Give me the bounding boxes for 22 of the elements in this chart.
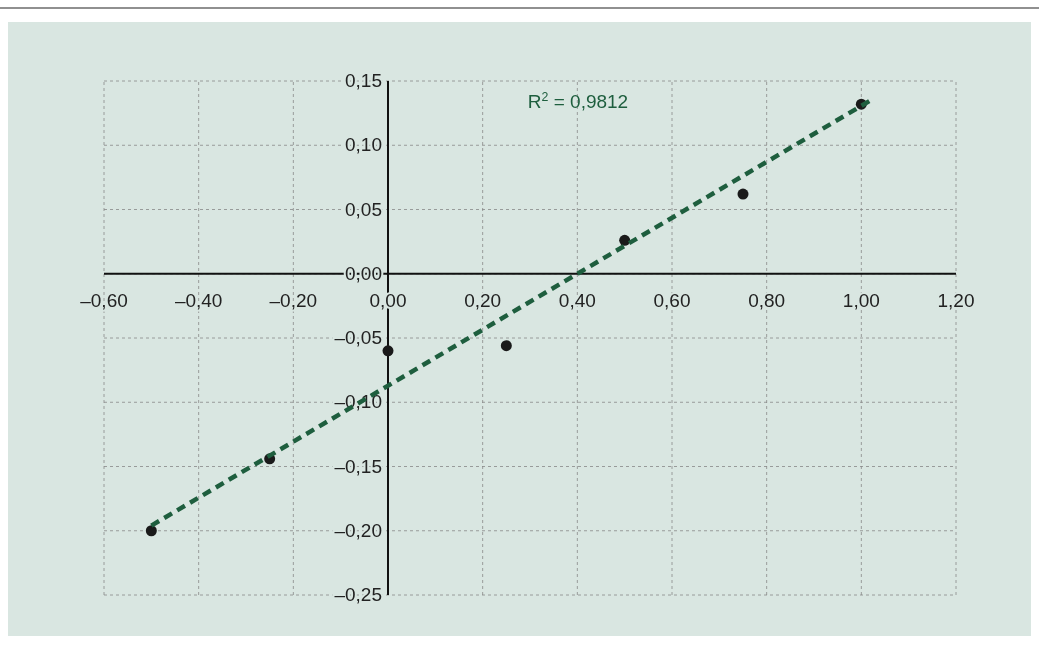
y-tick-label: –0,05 bbox=[334, 327, 382, 348]
x-tick-label: –0,60 bbox=[80, 289, 128, 311]
point bbox=[145, 525, 157, 537]
annotation: R$^{2}$ = 0,9812 bbox=[527, 90, 629, 112]
x-tick-label: 1,20 bbox=[937, 289, 975, 311]
point bbox=[500, 340, 512, 352]
x-tick-label: 0,60 bbox=[653, 289, 691, 311]
point bbox=[737, 188, 749, 200]
y-tick-label: –0,20 bbox=[334, 519, 382, 541]
y-tick-label: 0,05 bbox=[345, 198, 382, 220]
x-tick-label: –0,40 bbox=[174, 289, 223, 311]
y-tick-label: –0,25 bbox=[334, 584, 382, 605]
point bbox=[619, 234, 631, 246]
y-tick-label: 0,15 bbox=[345, 70, 382, 91]
point bbox=[382, 345, 394, 357]
y-tick-label: –0,15 bbox=[334, 455, 382, 477]
y-tick-label: 0,10 bbox=[345, 134, 382, 156]
x-tick-label: 0,20 bbox=[464, 289, 502, 311]
x-tick-label: 0,80 bbox=[748, 289, 786, 311]
x-tick-label: –0,20 bbox=[269, 289, 318, 311]
x-tick-label: 1,00 bbox=[842, 289, 880, 311]
x-tick-label: 0,40 bbox=[558, 289, 596, 311]
